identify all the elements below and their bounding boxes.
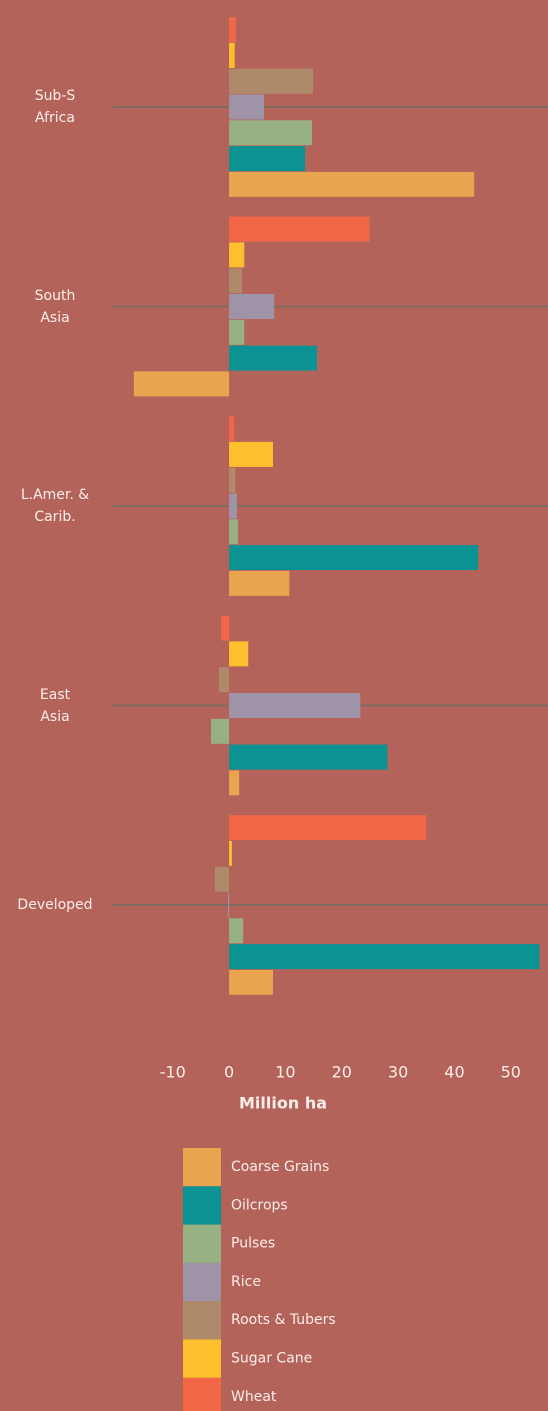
bar bbox=[229, 519, 239, 545]
bar bbox=[229, 570, 290, 596]
legend-swatch bbox=[183, 1186, 221, 1225]
bar bbox=[229, 94, 265, 120]
x-tick-label: 50 bbox=[501, 1063, 521, 1082]
category-label: Sub-S Africa bbox=[34, 88, 76, 126]
legend-label: Rice bbox=[231, 1274, 261, 1290]
x-tick-label: 30 bbox=[388, 1063, 408, 1082]
category-label: East Asia bbox=[39, 686, 71, 725]
bar bbox=[229, 68, 314, 94]
category-label: L.Amer. & Carib. bbox=[20, 487, 90, 525]
bar bbox=[229, 969, 274, 995]
x-tick-label: 40 bbox=[444, 1063, 464, 1082]
bar bbox=[229, 345, 317, 371]
legend-label: Pulses bbox=[231, 1236, 275, 1252]
bar bbox=[229, 693, 361, 718]
x-tick-label: 10 bbox=[275, 1063, 295, 1082]
bar bbox=[133, 371, 230, 397]
bar bbox=[229, 441, 274, 467]
bar bbox=[229, 294, 275, 319]
legend-swatch bbox=[183, 1301, 221, 1340]
legend-swatch bbox=[183, 1377, 221, 1411]
legend-swatch bbox=[183, 1262, 221, 1302]
bar bbox=[229, 146, 306, 172]
bar bbox=[227, 892, 230, 918]
bar bbox=[229, 641, 249, 667]
bar bbox=[229, 319, 245, 345]
bar bbox=[229, 120, 312, 146]
category-label: Developed bbox=[17, 897, 93, 913]
bar bbox=[211, 718, 230, 744]
x-tick-label: -10 bbox=[160, 1063, 186, 1082]
bar bbox=[229, 416, 235, 442]
bar bbox=[229, 918, 244, 944]
legend-swatch bbox=[183, 1339, 221, 1378]
bar bbox=[229, 268, 243, 294]
bar bbox=[229, 770, 240, 796]
bar bbox=[218, 667, 230, 693]
bar bbox=[229, 467, 236, 493]
legend-label: Roots & Tubers bbox=[231, 1312, 336, 1328]
bar bbox=[229, 944, 540, 970]
bar bbox=[229, 171, 475, 197]
x-tick-label: 0 bbox=[224, 1063, 234, 1082]
bar bbox=[229, 216, 370, 242]
legend-swatch bbox=[183, 1148, 221, 1187]
bar bbox=[229, 840, 232, 866]
bar bbox=[214, 866, 230, 892]
legend-label: Wheat bbox=[231, 1389, 277, 1405]
bar bbox=[229, 17, 236, 43]
bar bbox=[229, 545, 479, 571]
bar bbox=[229, 815, 427, 841]
category-label: South Asia bbox=[34, 287, 76, 326]
bar bbox=[221, 615, 230, 641]
bar bbox=[229, 42, 235, 68]
x-tick-label: 20 bbox=[332, 1063, 352, 1082]
legend-label: Oilcrops bbox=[231, 1197, 288, 1213]
bar bbox=[229, 493, 237, 519]
bar bbox=[229, 744, 388, 770]
legend-swatch bbox=[183, 1224, 221, 1263]
x-axis-label: Million ha bbox=[239, 1094, 327, 1113]
legend-label: Sugar Cane bbox=[231, 1351, 312, 1367]
bar bbox=[229, 242, 245, 268]
legend-label: Coarse Grains bbox=[231, 1159, 329, 1175]
